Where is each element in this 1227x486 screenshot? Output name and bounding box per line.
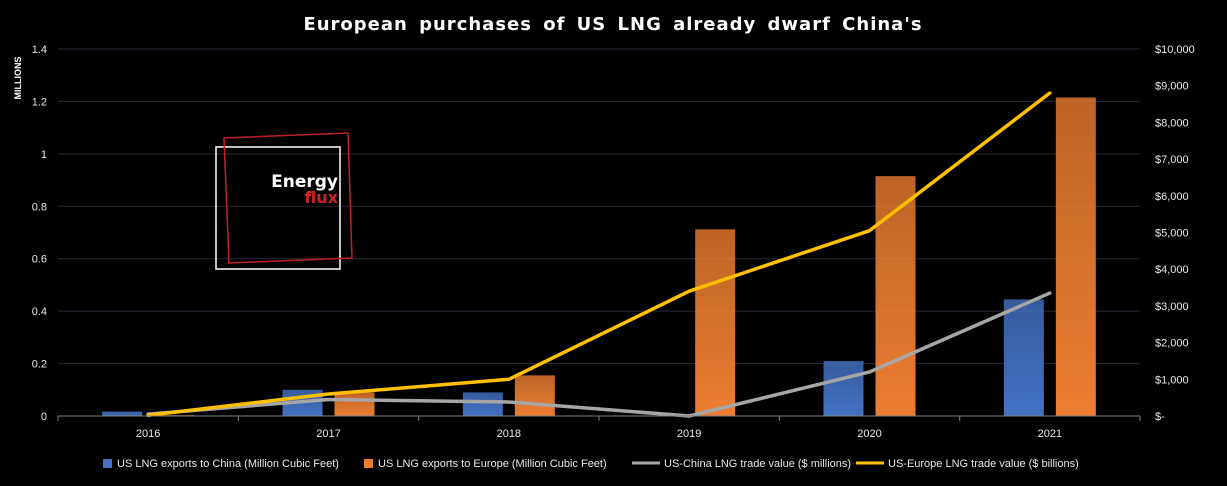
x-tick-label: 2017 [316,428,340,440]
y-tick-right: $4,000 [1155,264,1189,276]
bar-europe [875,176,916,416]
y-tick-right: $10,000 [1155,44,1195,56]
y-tick-left: 0.4 [32,306,47,318]
lines [146,91,1052,418]
legend-swatch [364,459,373,468]
y-tick-left: 1.4 [32,44,47,56]
y-tick-left: 0.8 [32,201,47,213]
legend-swatch [103,459,112,468]
logo-frame-red [223,132,353,264]
bar-europe [514,375,555,416]
legend-label: US LNG exports to Europe (Million Cubic … [378,458,607,470]
y-tick-right: $- [1155,411,1165,423]
bar-china [1003,299,1044,416]
bars [102,97,1096,416]
legend-label: US-China LNG trade value ($ millions) [664,458,851,470]
x-tick-label: 2019 [677,428,701,440]
line-europe-value [146,91,1052,418]
y-tick-right: $6,000 [1155,191,1189,203]
y-tick-left: 0.2 [32,359,47,371]
legend: US LNG exports to China (Million Cubic F… [103,458,1079,470]
logo-frame-white [215,146,341,270]
chart-title: European purchases of US LNG already dwa… [303,14,922,35]
y-axis-title-left: MILLIONS [13,57,23,100]
y-tick-left: 0.6 [32,254,47,266]
bar-china [462,392,503,416]
x-tick-label: 2020 [857,428,881,440]
x-tick-label: 2016 [136,428,160,440]
y-tick-left: 1.2 [32,96,47,108]
legend-label: US-Europe LNG trade value ($ billions) [888,458,1079,470]
axes: 0 0.2 0.4 0.6 0.8 1 1.2 1.4 $- $1,000 $2,000 $3,000… [32,44,1195,440]
y-tick-right: $9,000 [1155,81,1189,93]
bar-europe [1055,97,1096,416]
bar-europe [695,229,736,416]
x-tick-label: 2021 [1038,428,1062,440]
energyflux-logo: Energy flux [215,132,353,270]
y-tick-right: $8,000 [1155,117,1189,129]
bar-china [102,411,143,416]
y-tick-right: $1,000 [1155,374,1189,386]
y-tick-right: $7,000 [1155,154,1189,166]
gridlines [58,48,1140,365]
line-china-value [146,291,1052,418]
x-tick-label: 2018 [497,428,521,440]
y-tick-right: $2,000 [1155,338,1189,350]
logo-text-energy: Energy [271,172,338,192]
y-tick-left: 0 [41,411,47,423]
bar-china [823,360,864,416]
y-tick-right: $3,000 [1155,301,1189,313]
y-tick-right: $5,000 [1155,228,1189,240]
y-tick-left: 1 [41,149,47,161]
bar-europe [334,392,375,416]
logo-text-flux: flux [304,188,338,207]
legend-label: US LNG exports to China (Million Cubic F… [117,458,339,470]
